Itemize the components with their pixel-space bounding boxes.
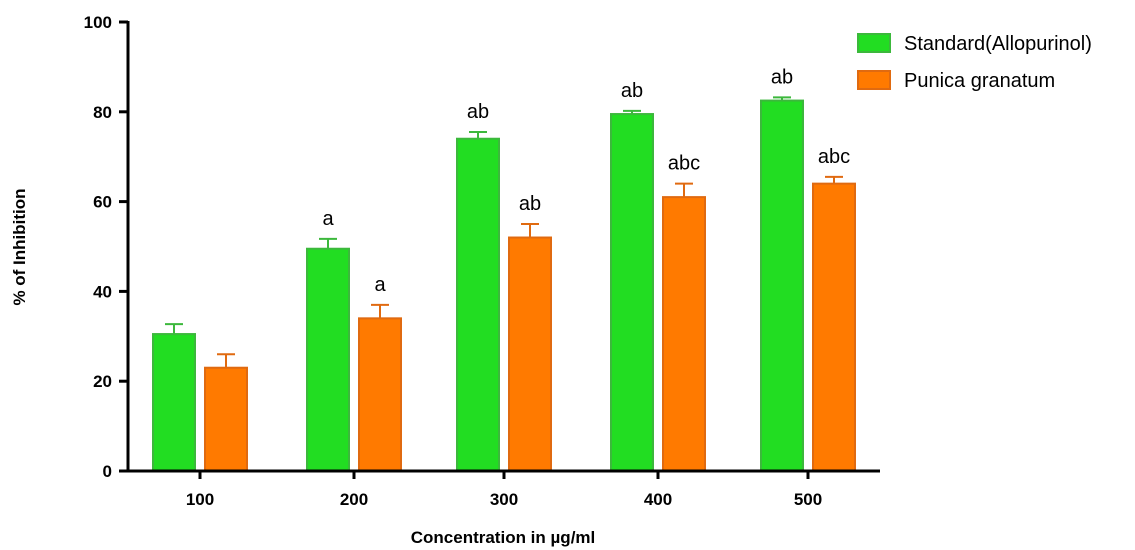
x-axis-title: Concentration in µg/ml [411, 528, 596, 547]
bar-standard-300 [456, 137, 500, 473]
bar-punica-500 [812, 182, 856, 472]
x-tick-label: 100 [186, 490, 214, 509]
bar-punica-100 [204, 366, 248, 473]
bar-standard-200 [306, 247, 350, 472]
legend: Standard(Allopurinol) Punica granatum [857, 33, 1092, 92]
legend-label: Standard(Allopurinol) [904, 33, 1092, 55]
x-tick-label: 500 [794, 490, 822, 509]
x-tick-label: 400 [644, 490, 672, 509]
legend-swatch [857, 33, 891, 53]
significance-label: ab [467, 101, 489, 123]
x-tick-label: 300 [490, 490, 518, 509]
significance-label: ab [621, 80, 643, 102]
bar-standard-400 [610, 113, 654, 472]
significance-label: ab [519, 193, 541, 215]
significance-label: a [322, 208, 334, 230]
y-tick-label: 0 [103, 462, 112, 481]
significance-label: abc [668, 153, 700, 175]
significance-label: a [374, 274, 386, 296]
significance-label: ab [771, 66, 793, 88]
y-tick-label: 80 [93, 103, 112, 122]
y-tick-label: 100 [84, 13, 112, 32]
y-tick-label: 20 [93, 372, 112, 391]
significance-label: abc [818, 146, 850, 168]
bar-punica-300 [508, 236, 552, 472]
bars-layer: a a ab ab ab abc ab abc [152, 66, 856, 473]
bar-punica-400 [662, 196, 706, 473]
bar-standard-500 [760, 99, 804, 472]
bar-punica-200 [358, 317, 402, 472]
axes-layer: 100 200 300 400 500 0 20 40 60 80 100 [84, 13, 880, 509]
x-tick-label: 200 [340, 490, 368, 509]
y-tick-label: 60 [93, 193, 112, 212]
bar-standard-100 [152, 333, 196, 472]
legend-swatch [857, 70, 891, 90]
legend-label: Punica granatum [904, 70, 1055, 92]
y-axis-title: % of Inhibition [10, 188, 29, 305]
y-tick-label: 40 [93, 282, 112, 301]
